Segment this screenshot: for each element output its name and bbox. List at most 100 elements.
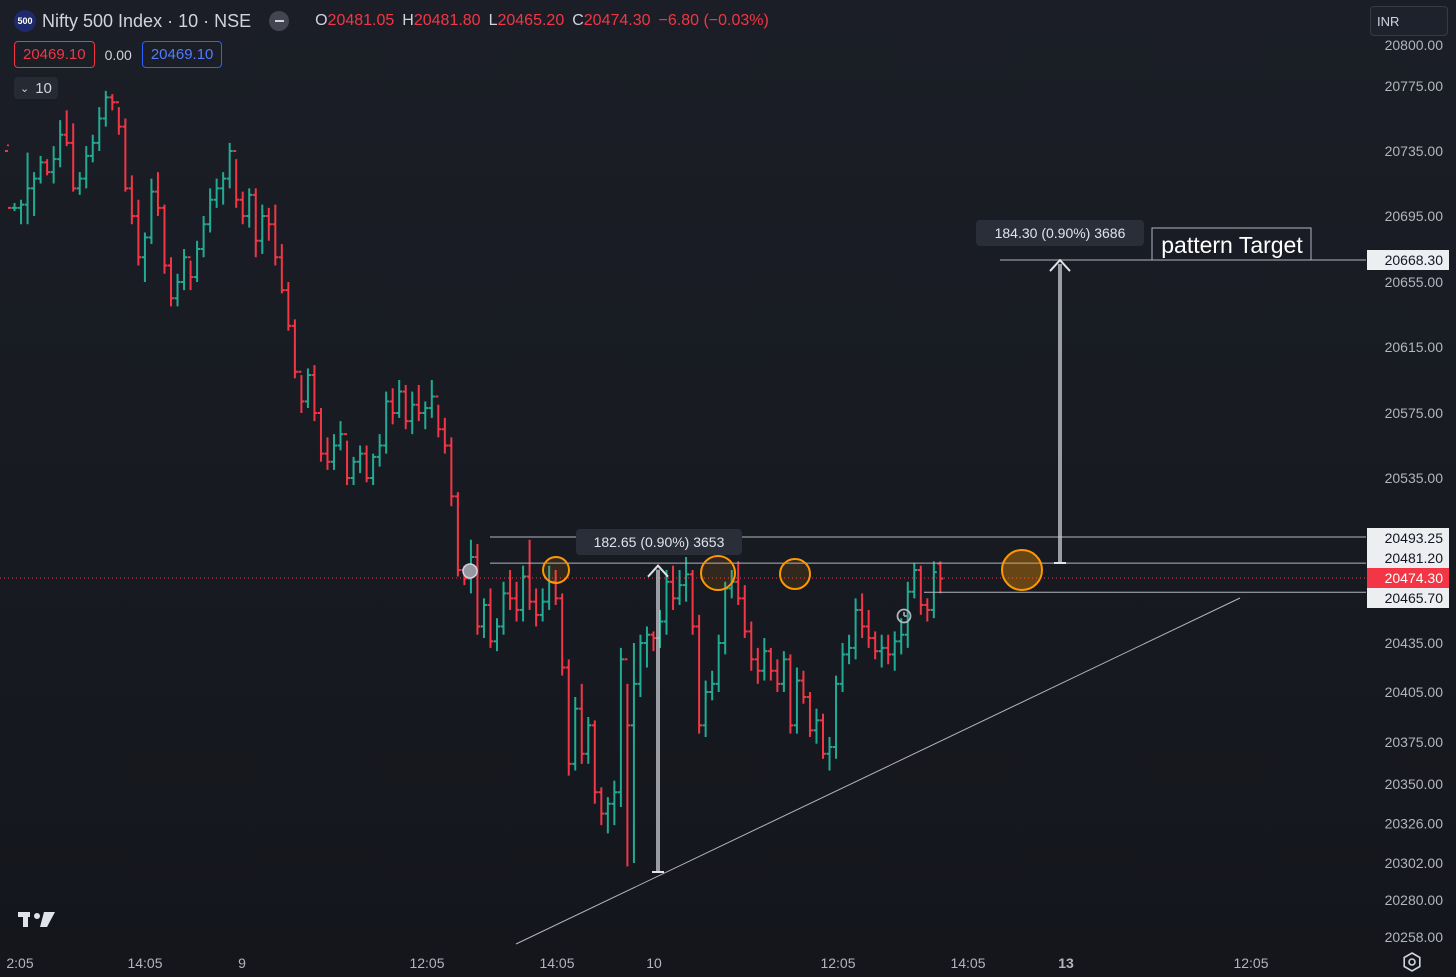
ohlc-bar <box>96 107 103 151</box>
ohlc-bar <box>31 172 38 216</box>
ohlc-bar <box>696 614 703 734</box>
price-tick-label: 20405.00 <box>1385 684 1444 700</box>
price-label-bg <box>1367 250 1449 270</box>
ohlc-bar <box>350 456 357 486</box>
ohlc-bar <box>441 417 448 454</box>
ohlc-bar <box>396 380 403 418</box>
price-label-bg <box>1367 568 1449 588</box>
ohlc-bar <box>480 598 487 639</box>
ohlc-bar <box>937 561 944 594</box>
price-tick-label: 20326.00 <box>1385 816 1444 832</box>
symbol-legend: 500 Nifty 500 Index · 10 · NSE O 20481.05… <box>14 8 769 34</box>
price-label-bg <box>1367 548 1449 568</box>
symbol-title[interactable]: Nifty 500 Index · 10 · NSE <box>42 10 252 31</box>
ohlc-bar <box>76 172 83 195</box>
ohlc-bar <box>454 492 461 577</box>
measure-label-1: 182.65 (0.90%) 3653 <box>594 534 725 550</box>
ohlc-bar <box>533 588 540 627</box>
ohlc-bar <box>487 588 494 648</box>
pattern-target-box <box>1151 227 1312 261</box>
change-value: −6.80 (−0.03%) <box>658 12 769 29</box>
price-tick-label: 20258.00 <box>1385 929 1444 945</box>
currency-selector[interactable]: INR <box>1370 6 1448 36</box>
ohlc-bar <box>924 598 931 622</box>
ohlc-bar <box>891 631 898 671</box>
high-label: H <box>402 12 414 29</box>
ohlc-bar <box>285 282 292 331</box>
ohlc-bar <box>435 395 442 438</box>
tradingview-logo-icon[interactable] <box>18 908 56 930</box>
settings-gear-icon[interactable] <box>1402 952 1422 972</box>
ohlc-bar <box>637 634 644 697</box>
ohlc-bar <box>370 453 377 486</box>
measure-arrow-1 <box>647 564 669 873</box>
ohlc-bar <box>422 401 429 430</box>
ohlc-bar <box>272 204 279 266</box>
ohlc-bar <box>904 581 911 648</box>
ohlc-bar <box>18 199 25 225</box>
ohlc-bar <box>852 598 859 660</box>
ohlc-bar <box>102 90 109 127</box>
spread-value: 0.00 <box>104 46 132 63</box>
ohlc-bar <box>846 634 853 665</box>
ohlc-bar <box>207 188 214 233</box>
ohlc-bar <box>415 384 422 422</box>
ohlc-bar <box>331 434 337 470</box>
time-tick-label: 10 <box>646 955 662 971</box>
price-axis-label: 20493.25 <box>1385 530 1444 546</box>
ohlc-bars <box>5 90 944 867</box>
resistance-touch-marker <box>1001 549 1043 591</box>
price-tick-label: 20435.00 <box>1385 635 1444 651</box>
ohlc-bar <box>559 593 566 676</box>
ohlc-bar <box>233 150 240 208</box>
ohlc-bar <box>259 204 266 254</box>
price-tick-label: 20575.00 <box>1385 405 1444 421</box>
ohlc-bar <box>265 207 272 241</box>
time-tick-label: 9 <box>238 955 246 971</box>
price-tick-label: 20800.00 <box>1385 37 1444 53</box>
ohlc-bar <box>683 557 690 602</box>
drawing-overlays: 182.65 (0.90%) 3653 184.30 (0.90%) 3686 pa… <box>0 220 1366 945</box>
ohlc-bar <box>793 667 800 734</box>
ohlc-bar <box>930 561 937 619</box>
ohlc-bar <box>780 651 787 692</box>
price-tick-label: 20375.00 <box>1385 734 1444 750</box>
ohlc-bar <box>363 445 370 483</box>
ohlc-bar <box>246 188 253 228</box>
ohlc-bar <box>735 561 742 605</box>
symbol-logo-icon[interactable]: 500 <box>14 10 36 32</box>
ohlc-bar <box>806 692 813 737</box>
close-value: 20474.30 <box>583 12 651 29</box>
ohlc-bar <box>389 388 396 425</box>
time-tick-label: 14:05 <box>950 955 985 971</box>
ohlc-bar <box>63 110 70 147</box>
ohlc-bar <box>539 588 546 622</box>
ohlc-bar <box>174 273 181 307</box>
measure-label-2: 184.30 (0.90%) 3686 <box>995 225 1126 241</box>
ohlc-bar <box>357 445 364 474</box>
interval-selector[interactable]: ⌄ 10 <box>14 77 58 99</box>
ohlc-bar <box>109 94 116 111</box>
ohlc-bar <box>168 257 174 307</box>
sell-button[interactable]: 20469.10 <box>14 41 95 68</box>
ohlc-bar <box>813 708 820 744</box>
measure-label-2-bg <box>976 220 1144 246</box>
touch-marker-icon <box>462 563 478 579</box>
ohlc-bar <box>226 142 233 189</box>
ohlc-bar <box>213 178 220 208</box>
ohlc-bar <box>11 203 18 212</box>
time-tick-label: 13 <box>1058 955 1074 971</box>
buy-button[interactable]: 20469.10 <box>141 41 223 68</box>
low-value: 20465.20 <box>497 12 565 29</box>
ohlc-bar <box>187 256 194 291</box>
trade-prices: 20469.10 0.00 20469.10 <box>14 41 223 68</box>
high-value: 20481.80 <box>413 12 481 29</box>
measure-arrow-2 <box>1049 258 1071 564</box>
ohlc-bar <box>898 618 905 655</box>
ohlc-bar <box>578 683 585 764</box>
ohlc-bar <box>115 101 122 135</box>
eye-toggle-icon[interactable] <box>269 11 290 31</box>
ohlc-bar <box>748 621 755 671</box>
ohlc-bar <box>872 631 879 660</box>
